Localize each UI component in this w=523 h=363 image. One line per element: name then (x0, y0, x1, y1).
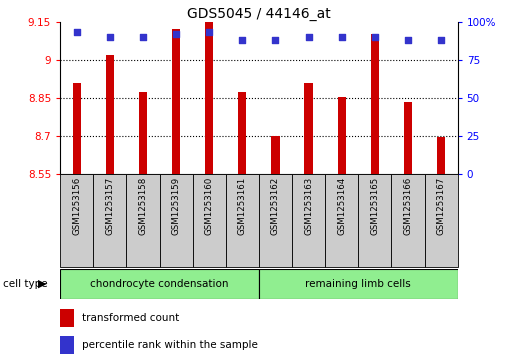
Point (238, 37, 246, 43)
Text: GSM1253162: GSM1253162 (271, 177, 280, 235)
Text: remaining limb cells: remaining limb cells (305, 279, 411, 289)
Bar (93, 174, 127, 267)
Bar (127, 174, 160, 267)
Bar (425, 174, 458, 267)
Bar (391, 174, 425, 267)
Point (437, 37, 445, 43)
Bar (226, 174, 259, 267)
Text: GSM1253165: GSM1253165 (370, 177, 379, 235)
Text: GSM1253156: GSM1253156 (72, 177, 81, 235)
Bar (259, 174, 292, 267)
Bar (60, 309, 74, 327)
Text: GSM1253159: GSM1253159 (172, 177, 180, 235)
Bar (271, 136, 280, 174)
Bar (238, 92, 246, 174)
Bar (371, 34, 379, 174)
Point (337, 34, 346, 40)
Text: ▶: ▶ (38, 279, 46, 289)
Text: GSM1253166: GSM1253166 (403, 177, 413, 235)
Bar (304, 83, 313, 174)
Text: GSM1253158: GSM1253158 (139, 177, 147, 235)
Bar (292, 174, 325, 267)
Bar (60, 174, 93, 267)
Text: GSM1253160: GSM1253160 (204, 177, 214, 235)
Text: GSM1253163: GSM1253163 (304, 177, 313, 235)
Bar (325, 174, 358, 267)
Text: GSM1253161: GSM1253161 (238, 177, 247, 235)
Point (371, 34, 379, 40)
Text: cell type: cell type (3, 279, 47, 289)
Text: GSM1253164: GSM1253164 (337, 177, 346, 235)
Point (106, 34, 114, 40)
Point (139, 34, 147, 40)
Bar (358, 174, 391, 267)
Text: percentile rank within the sample: percentile rank within the sample (82, 340, 258, 350)
Bar (259, 269, 458, 299)
Bar (106, 55, 114, 174)
Bar (337, 97, 346, 174)
Bar (160, 174, 192, 267)
Text: transformed count: transformed count (82, 313, 179, 323)
Point (73, 29, 81, 35)
Bar (205, 22, 213, 174)
Bar (60, 336, 74, 354)
Point (205, 29, 213, 35)
Title: GDS5045 / 44146_at: GDS5045 / 44146_at (187, 7, 331, 21)
Text: chondrocyte condensation: chondrocyte condensation (90, 279, 229, 289)
Text: GSM1253167: GSM1253167 (437, 177, 446, 235)
Bar (404, 102, 412, 174)
Bar (437, 138, 445, 174)
Bar (60, 269, 259, 299)
Bar (73, 83, 81, 174)
Text: GSM1253157: GSM1253157 (105, 177, 115, 235)
Point (404, 37, 412, 43)
Bar (139, 92, 147, 174)
Point (271, 37, 280, 43)
Point (172, 31, 180, 37)
Bar (172, 29, 180, 174)
Bar (192, 174, 226, 267)
Point (304, 34, 313, 40)
